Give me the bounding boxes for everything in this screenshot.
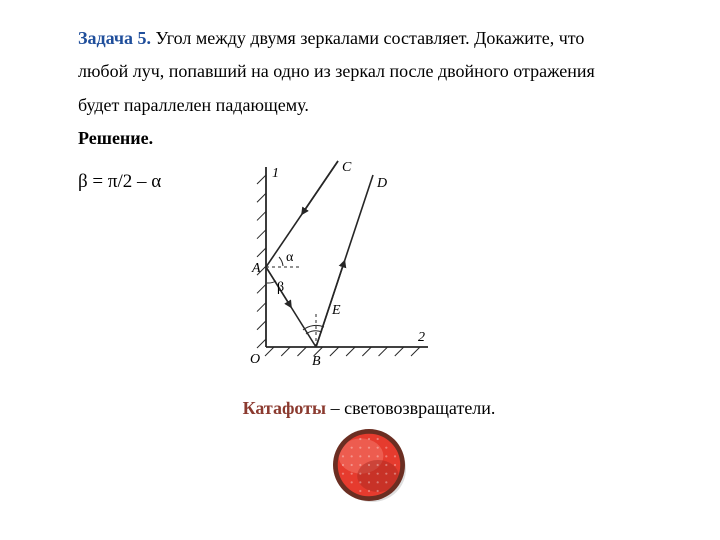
reflector-image [78,425,660,505]
svg-text:1: 1 [272,166,279,181]
problem-text-1: Угол между двумя зеркалами составляет. Д… [151,28,584,48]
svg-text:O: O [250,352,260,367]
svg-text:α: α [286,250,294,265]
footer-keyword: Катафоты [243,398,327,418]
problem-text-3: будет параллелен падающему. [78,95,309,115]
svg-text:C: C [342,160,352,175]
svg-text:A: A [251,261,261,276]
solution-label: Решение. [78,128,660,149]
svg-text:D: D [376,176,387,191]
problem-statement: Задача 5. Угол между двумя зеркалами сос… [78,22,660,122]
solution-formula: β = π/2 – α [78,171,228,193]
svg-text:B: B [312,354,321,369]
footer-rest: – световозвращатели. [326,398,495,418]
footer-caption: Катафоты – световозвращатели. [78,398,660,419]
problem-title: Задача 5. [78,28,151,48]
svg-text:2: 2 [418,330,425,345]
mirror-diagram: 1 2 C D A B O Eαβ [228,157,438,382]
svg-text:β: β [277,280,284,295]
svg-text:E: E [331,303,341,318]
problem-text-2: любой луч, попавший на одно из зеркал по… [78,61,595,81]
